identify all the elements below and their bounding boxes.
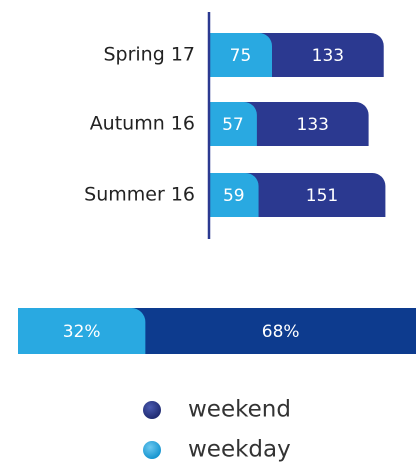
bar-segment [209, 102, 257, 146]
category-label: Autumn 16 [90, 113, 195, 135]
category-label: Summer 16 [84, 184, 195, 206]
bar-segment [244, 173, 386, 217]
legend-marker [143, 401, 161, 419]
legend: weekend weekday [143, 397, 291, 463]
value-label: 59 [223, 186, 245, 206]
value-label: 57 [222, 115, 244, 135]
bar-segment [209, 173, 259, 217]
bar-segment [209, 33, 272, 77]
value-label: 68% [262, 322, 300, 342]
value-label: 133 [312, 46, 344, 66]
value-label: 151 [306, 186, 338, 206]
bar-segment [258, 33, 384, 77]
category-label: Spring 17 [103, 44, 195, 66]
bar-segment [242, 102, 369, 146]
bar-segment [131, 308, 416, 354]
bar-chart: Spring 17 133 75 Autumn 16 133 57 Summer 16 151… [84, 33, 386, 217]
value-label: 32% [63, 322, 101, 342]
share-bar: 68% 32% [18, 308, 416, 354]
value-label: 75 [230, 46, 252, 66]
legend-label: weekday [188, 437, 291, 463]
legend-label: weekend [188, 397, 291, 423]
value-label: 133 [297, 115, 329, 135]
bar-segment [18, 308, 146, 354]
legend-marker [143, 441, 161, 459]
